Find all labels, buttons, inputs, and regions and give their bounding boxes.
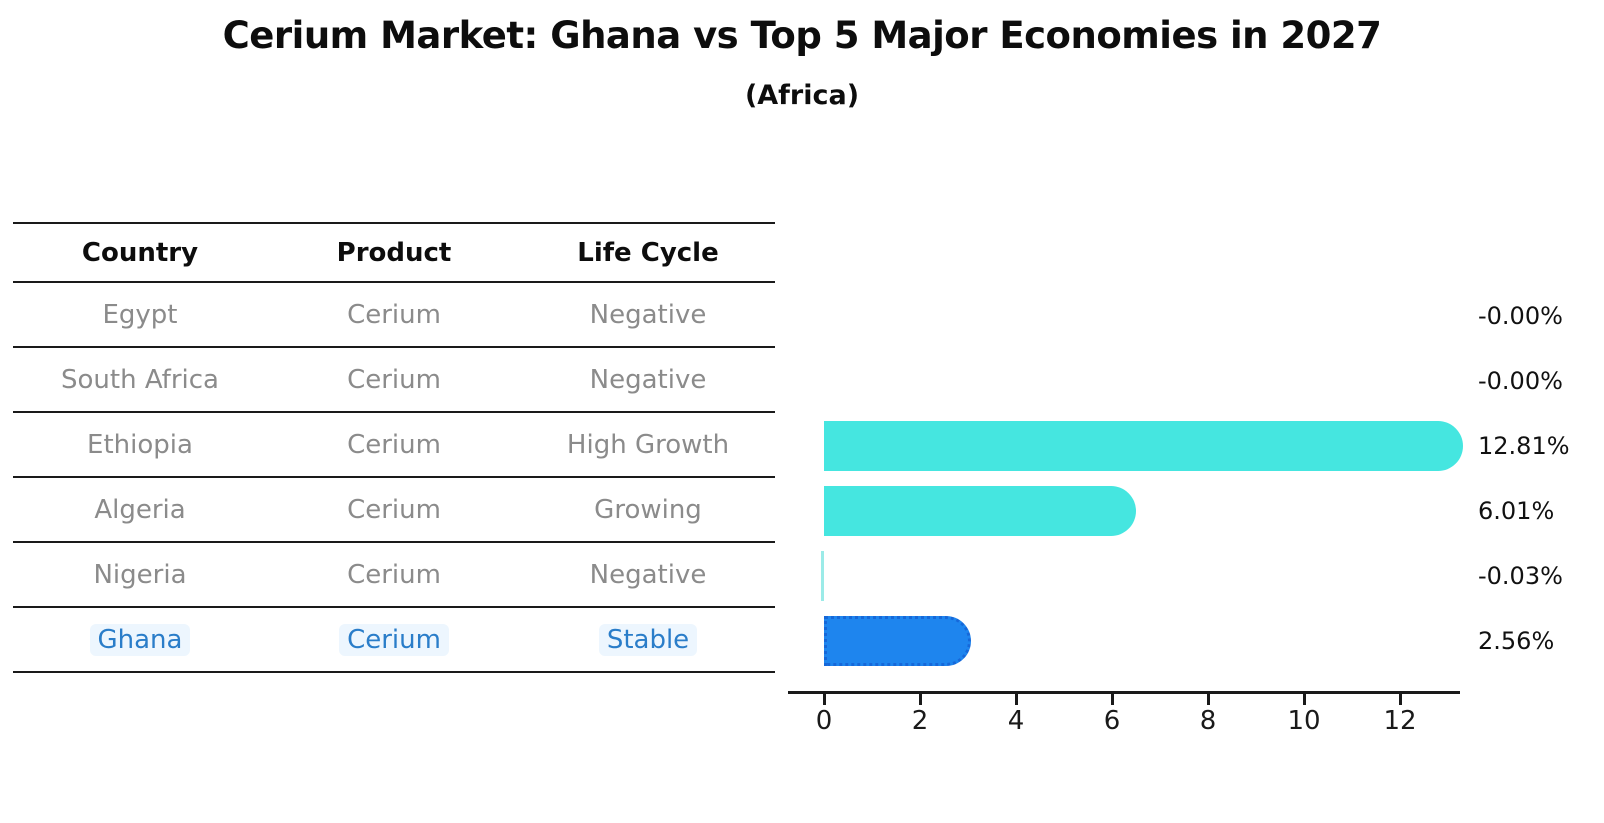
cell-country: Ethiopia [87, 429, 193, 460]
table-row-algeria: Algeria Cerium Growing [13, 478, 775, 543]
x-axis [788, 691, 1460, 694]
country-table: Country Product Life Cycle Egypt Cerium … [13, 222, 775, 673]
x-axis-tick-label: 4 [1007, 706, 1025, 736]
x-axis-tick [1110, 694, 1114, 705]
table-row-ethiopia: Ethiopia Cerium High Growth [13, 413, 775, 478]
chart-title: Cerium Market: Ghana vs Top 5 Major Econ… [222, 14, 1382, 57]
cell-product: Cerium [347, 364, 441, 395]
cell-life-cycle: Growing [594, 494, 702, 525]
value-label-algeria: 6.01% [1478, 496, 1555, 525]
cell-life-cycle: Negative [589, 299, 707, 330]
cell-country: South Africa [61, 364, 219, 395]
table-row-egypt: Egypt Cerium Negative [13, 283, 775, 348]
cell-life-cycle: Negative [589, 559, 707, 590]
bar-ghana [824, 615, 971, 666]
x-axis-tick [1206, 694, 1210, 705]
value-label-ethiopia: 12.81% [1478, 431, 1570, 460]
bar-nigeria [821, 550, 824, 601]
table-row-nigeria: Nigeria Cerium Negative [13, 543, 775, 608]
x-axis-tick-label: 12 [1383, 706, 1417, 736]
x-axis-tick-label: 8 [1199, 706, 1217, 736]
cell-life-cycle: High Growth [566, 429, 730, 460]
cell-country: Nigeria [93, 559, 187, 590]
x-axis-tick-label: 0 [815, 706, 833, 736]
column-header-product: Product [336, 237, 452, 268]
bar-ethiopia [824, 420, 1463, 471]
table-header-row: Country Product Life Cycle [13, 222, 775, 283]
value-label-south-africa: -0.00% [1478, 366, 1563, 395]
value-label-nigeria: -0.03% [1478, 561, 1563, 590]
cell-country: Egypt [102, 299, 178, 330]
cell-country: Ghana [13, 623, 267, 656]
x-axis-tick-label: 2 [911, 706, 929, 736]
value-label-egypt: -0.00% [1478, 301, 1563, 330]
x-axis-tick [1398, 694, 1402, 705]
cell-product: Cerium [347, 299, 441, 330]
chart-subtitle: (Africa) [744, 80, 860, 111]
cell-product: Cerium [347, 429, 441, 460]
table-row-south-africa: South Africa Cerium Negative [13, 348, 775, 413]
value-label-ghana: 2.56% [1478, 626, 1555, 655]
cell-product: Cerium [347, 559, 441, 590]
x-axis-tick [918, 694, 922, 705]
x-axis-tick-label: 6 [1103, 706, 1121, 736]
x-axis-tick [822, 694, 826, 705]
cell-life-cycle: Negative [589, 364, 707, 395]
cell-product: Cerium [347, 494, 441, 525]
x-axis-tick-label: 10 [1287, 706, 1321, 736]
column-header-country: Country [81, 237, 199, 268]
cell-life-cycle: Stable [521, 623, 775, 656]
x-axis-tick [1014, 694, 1018, 705]
table-row-ghana: Ghana Cerium Stable [13, 608, 775, 673]
cell-country: Algeria [94, 494, 186, 525]
bar-algeria [824, 485, 1137, 536]
column-header-life-cycle: Life Cycle [577, 237, 719, 268]
x-axis-tick [1302, 694, 1306, 705]
cell-product: Cerium [267, 623, 521, 656]
